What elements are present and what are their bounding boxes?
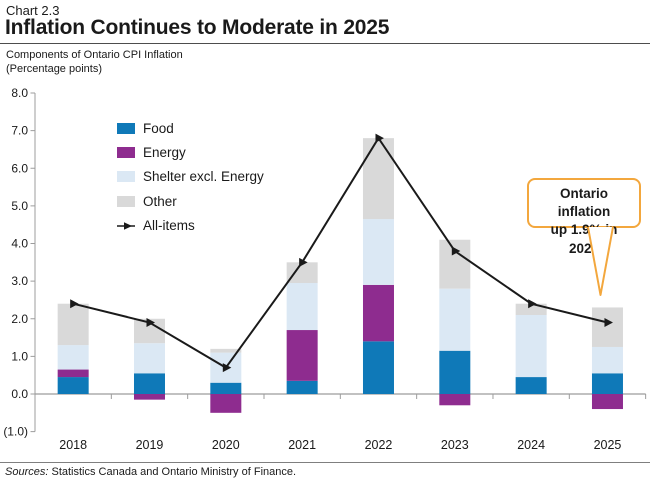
title-divider	[0, 43, 650, 44]
bar-segment-other-2018	[57, 303, 89, 346]
all-items-marker-2021	[299, 257, 308, 267]
bar-segment-food-2025	[591, 373, 623, 394]
legend-item-all-items: All-items	[117, 214, 264, 238]
legend-item-other: Other	[117, 189, 264, 213]
bar-segment-shelter-excl-energy-2025	[591, 346, 623, 374]
legend-label-energy: Energy	[143, 145, 186, 161]
legend-swatch-food	[117, 122, 135, 134]
legend-label-shelter-excl-energy: Shelter excl. Energy	[143, 169, 264, 185]
legend-item-energy: Energy	[117, 140, 264, 164]
bar-segment-shelter-excl-energy-2023	[439, 288, 471, 351]
all-items-marker-2024	[528, 299, 537, 309]
y-tick-label: 5.0	[11, 199, 28, 213]
bar-segment-food-2018	[57, 377, 89, 394]
bar-segment-shelter-excl-energy-2018	[57, 345, 89, 370]
bar-segment-food-2021	[286, 380, 318, 394]
footer-divider	[0, 462, 650, 463]
bar-segment-energy-2023	[439, 394, 471, 406]
callout-text-line1: Ontario inflation	[557, 186, 611, 220]
x-axis-label-2022: 2022	[365, 438, 393, 452]
legend-swatch-other	[117, 195, 135, 207]
bar-segment-other-2022	[362, 138, 394, 220]
bar-segment-energy-2021	[286, 330, 318, 381]
bar-segment-food-2020	[210, 382, 242, 394]
bar-segment-energy-2018	[57, 369, 89, 378]
bar-segment-energy-2019	[133, 394, 165, 400]
all-items-marker-2020	[222, 363, 232, 373]
legend-item-shelter-excl-energy: Shelter excl. Energy	[117, 165, 264, 189]
callout-box: Ontario inflation up 1.9% in 2025	[527, 178, 641, 256]
all-items-marker-2019	[146, 318, 155, 328]
chart-legend: Food Energy Shelter excl. Energy Other All-i…	[117, 116, 264, 238]
x-axis-label-2020: 2020	[212, 438, 240, 452]
legend-label-food: Food	[143, 120, 174, 136]
bar-segment-shelter-excl-energy-2021	[286, 283, 318, 331]
bar-segment-other-2024	[515, 303, 547, 315]
all-items-marker-2022	[375, 133, 384, 143]
legend-label-all-items: All-items	[143, 218, 195, 234]
bar-segment-food-2019	[133, 373, 165, 394]
y-tick-label: 8.0	[11, 86, 28, 100]
x-axis-label-2025: 2025	[594, 438, 622, 452]
y-tick-label: 6.0	[11, 161, 28, 175]
bar-segment-shelter-excl-energy-2022	[362, 219, 394, 285]
bar-segment-food-2022	[362, 341, 394, 394]
bar-segment-other-2025	[591, 307, 623, 347]
bar-segment-other-2020	[210, 348, 242, 353]
all-items-marker-2023	[451, 246, 461, 256]
y-tick-label: 1.0	[11, 349, 28, 363]
x-axis-label-2024: 2024	[517, 438, 545, 452]
y-tick-label: 3.0	[11, 274, 28, 288]
all-items-line	[72, 136, 608, 369]
y-tick-label: 7.0	[11, 124, 28, 138]
x-axis-label-2021: 2021	[288, 438, 316, 452]
source-text: Statistics Canada and Ontario Ministry o…	[48, 466, 297, 478]
bar-segment-energy-2022	[362, 284, 394, 342]
bar-segment-food-2024	[515, 377, 547, 394]
bar-segment-energy-2025	[591, 394, 623, 410]
bar-segment-energy-2020	[210, 394, 242, 413]
y-tick-label: (1.0)	[3, 425, 28, 439]
chart-subtitle: Components of Ontario CPI Inflation	[6, 49, 183, 61]
chart-number: Chart 2.3	[6, 3, 60, 18]
y-tick-label: 0.0	[11, 387, 28, 401]
legend-line-arrow-icon	[117, 221, 135, 230]
x-axis-label-2023: 2023	[441, 438, 469, 452]
legend-swatch-energy	[117, 147, 135, 159]
legend-item-food: Food	[117, 116, 264, 140]
bar-segment-food-2023	[439, 350, 471, 394]
x-axis-label-2019: 2019	[136, 438, 164, 452]
chart-units-label: (Percentage points)	[6, 63, 102, 75]
bar-segment-shelter-excl-energy-2024	[515, 314, 547, 378]
y-tick-label: 4.0	[11, 237, 28, 251]
callout-tail-shape	[587, 226, 614, 296]
legend-swatch-shelter-excl-energy	[117, 171, 135, 183]
bar-segment-other-2021	[286, 262, 318, 284]
bar-segment-shelter-excl-energy-2019	[133, 343, 165, 374]
bar-segment-other-2023	[439, 239, 471, 289]
source-note: Sources: Statistics Canada and Ontario M…	[5, 466, 296, 478]
x-axis-label-2018: 2018	[59, 438, 87, 452]
y-tick-label: 2.0	[11, 312, 28, 326]
source-prefix: Sources:	[5, 466, 49, 478]
callout-tail	[587, 226, 614, 296]
all-items-marker-2018	[70, 299, 79, 309]
all-items-marker-2025	[604, 318, 613, 328]
legend-label-other: Other	[143, 193, 177, 209]
page-title: Inflation Continues to Moderate in 2025	[5, 16, 390, 39]
